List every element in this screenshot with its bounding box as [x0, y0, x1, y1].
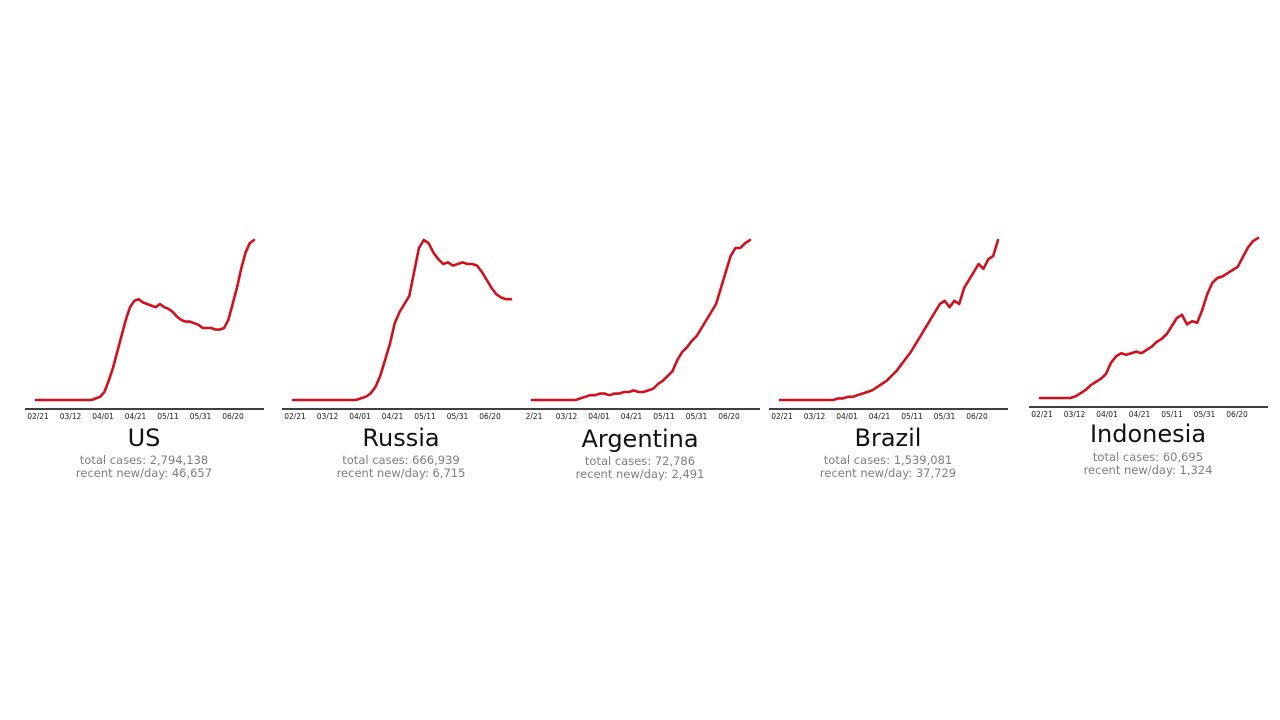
total-cases: total cases: 666,939 — [342, 453, 460, 467]
x-tick-label: 05/11 — [653, 412, 675, 421]
recent-new-per-day: recent new/day: 37,729 — [819, 466, 957, 480]
x-tick-label: 04/01 — [588, 412, 610, 421]
x-tick-label: 04/21 — [1129, 410, 1151, 419]
total-cases: total cases: 60,695 — [1092, 450, 1204, 464]
x-tick-label: 05/11 — [901, 412, 923, 421]
x-tick-label: 05/31 — [1194, 410, 1216, 419]
x-tick-label: 03/12 — [1064, 410, 1086, 419]
recent-new-per-day: recent new/day: 46,657 — [75, 466, 213, 480]
x-tick-label: 05/31 — [190, 412, 212, 421]
total-cases: total cases: 1,539,081 — [823, 453, 953, 467]
recent-new-per-day: recent new/day: 2,491 — [575, 467, 705, 481]
chart-svg-indonesia: 02/21 03/12 04/01 04/21 05/11 05/31 06/20 — [1029, 236, 1268, 419]
x-tick-label: 04/21 — [125, 412, 147, 421]
x-tick-label: 06/20 — [222, 412, 244, 421]
x-tick-label: 02/21 — [771, 412, 793, 421]
recent-new-per-day: recent new/day: 1,324 — [1083, 463, 1213, 477]
x-tick-label: 06/20 — [1226, 410, 1248, 419]
country-name: Argentina — [581, 425, 699, 453]
x-tick-label: 03/12 — [60, 412, 82, 421]
series-line — [291, 238, 513, 402]
x-tick-label: 03/12 — [317, 412, 339, 421]
x-tick-label: 2/21 — [526, 412, 543, 421]
x-tick-label: 02/21 — [27, 412, 49, 421]
panel-us: 02/21 03/12 04/01 04/21 05/11 05/31 06/20 US t… — [24, 232, 264, 492]
x-tick-label: 02/21 — [1031, 410, 1053, 419]
x-tick-label: 04/21 — [869, 412, 891, 421]
chart-svg-russia: 02/21 03/12 04/01 04/21 05/11 05/31 06/20 — [282, 238, 521, 421]
x-tick-label: 04/01 — [92, 412, 114, 421]
x-tick-label: 06/20 — [718, 412, 740, 421]
x-tick-label: 02/21 — [284, 412, 306, 421]
chart-svg-argentina: 2/21 03/12 04/01 04/21 05/11 05/31 06/20 — [521, 238, 760, 421]
x-tick-label: 05/31 — [934, 412, 956, 421]
series-line — [1038, 236, 1260, 400]
panel-indonesia: 02/21 03/12 04/01 04/21 05/11 05/31 06/20 Indo… — [1028, 230, 1268, 490]
x-tick-label: 05/11 — [414, 412, 436, 421]
x-tick-label: 04/01 — [1096, 410, 1118, 419]
country-name: US — [127, 424, 161, 452]
series-line — [530, 238, 752, 402]
panel-russia: 02/21 03/12 04/01 04/21 05/11 05/31 06/20 Russ… — [281, 232, 521, 492]
x-tick-label: 05/31 — [686, 412, 708, 421]
x-tick-label: 05/31 — [447, 412, 469, 421]
total-cases: total cases: 72,786 — [584, 454, 696, 468]
panel-brazil: 02/21 03/12 04/01 04/21 05/11 05/31 06/20 Braz… — [768, 232, 1008, 492]
x-tick-label: 05/11 — [157, 412, 179, 421]
x-tick-label: 04/21 — [621, 412, 643, 421]
x-tick-label: 04/01 — [349, 412, 371, 421]
country-name: Indonesia — [1089, 420, 1207, 448]
x-tick-label: 04/21 — [382, 412, 404, 421]
country-name: Brazil — [854, 424, 922, 452]
recent-new-per-day: recent new/day: 6,715 — [336, 466, 466, 480]
x-tick-label: 06/20 — [966, 412, 988, 421]
panel-argentina: 2/21 03/12 04/01 04/21 05/11 05/31 06/20 Argen… — [520, 232, 760, 492]
x-tick-label: 03/12 — [556, 412, 578, 421]
chart-svg-brazil: 02/21 03/12 04/01 04/21 05/11 05/31 06/20 — [769, 238, 1008, 421]
country-name: Russia — [362, 424, 440, 452]
x-tick-label: 06/20 — [479, 412, 501, 421]
series-line — [778, 238, 1000, 402]
series-line — [34, 238, 256, 402]
x-tick-label: 04/01 — [836, 412, 858, 421]
x-tick-label: 05/11 — [1161, 410, 1183, 419]
chart-svg-us: 02/21 03/12 04/01 04/21 05/11 05/31 06/20 — [25, 238, 264, 421]
total-cases: total cases: 2,794,138 — [79, 453, 209, 467]
x-tick-label: 03/12 — [804, 412, 826, 421]
